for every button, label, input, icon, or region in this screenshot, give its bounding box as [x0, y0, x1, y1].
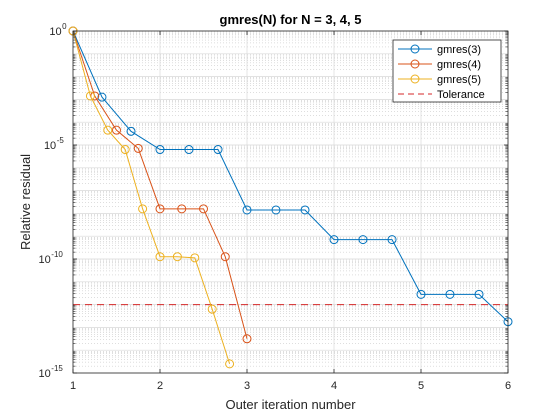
data-point: [474, 289, 484, 299]
data-point: [387, 235, 397, 245]
y-tick-label: 10 -10: [39, 250, 64, 266]
data-point: [207, 304, 217, 314]
y-tick-label: 10 0: [49, 22, 67, 38]
y-tick-label-exponent: -10: [51, 250, 63, 259]
data-point: [220, 252, 230, 262]
legend-label-gmres-3: gmres(3): [437, 44, 481, 56]
x-tick-label: 1: [70, 380, 76, 392]
data-point: [103, 125, 113, 135]
data-point: [213, 145, 223, 155]
y-tick-label-base: 10: [44, 140, 56, 152]
ticks: [72, 30, 509, 374]
data-point: [177, 204, 187, 214]
series-layer: [68, 26, 513, 369]
legend-label-tolerance: Tolerance: [437, 89, 485, 101]
y-tick-label-base: 10: [49, 26, 61, 38]
y-tick-label-base: 10: [39, 254, 51, 266]
x-tick-label: 2: [157, 380, 163, 392]
data-point: [112, 125, 121, 135]
grid: [72, 30, 509, 374]
x-tick-label: 4: [331, 380, 337, 392]
data-point: [155, 252, 165, 262]
data-point: [242, 334, 252, 344]
y-tick-label: 10 -5: [44, 136, 64, 152]
data-point: [126, 126, 136, 136]
legend-label-gmres-4: gmres(4): [437, 59, 481, 71]
data-point: [300, 205, 310, 215]
data-point: [190, 253, 200, 263]
data-point: [271, 205, 281, 215]
data-point: [199, 204, 208, 214]
y-tick-label-exponent: -5: [57, 136, 65, 145]
data-point: [138, 204, 148, 214]
data-point: [155, 204, 165, 214]
legend-entry-gmres-4: gmres(4): [398, 59, 481, 71]
legend-entry-gmres-5: gmres(5): [398, 74, 481, 86]
data-point: [225, 359, 235, 369]
y-tick-label: 10 -15: [39, 364, 64, 380]
data-point: [416, 289, 426, 299]
legend: gmres(3) gmres(4) gmres(5) Tolerance: [392, 39, 502, 103]
y-tick-label-exponent: 0: [62, 22, 67, 31]
data-point: [172, 252, 182, 262]
series-line: [72, 30, 231, 365]
data-point: [155, 145, 165, 155]
data-point: [85, 91, 95, 101]
x-axis-label: Outer iteration number: [225, 397, 356, 412]
chart-title: gmres(N) for N = 3, 4, 5: [220, 12, 362, 27]
data-point: [184, 145, 194, 155]
legend-entry-tolerance: Tolerance: [398, 89, 485, 101]
data-point: [120, 145, 130, 155]
data-point: [242, 205, 252, 215]
data-point: [358, 235, 368, 245]
series-gmres-5: [68, 26, 235, 369]
x-tick-label: 5: [418, 380, 424, 392]
series-line: [72, 30, 509, 323]
data-point: [329, 235, 339, 245]
axes-frame: [72, 30, 509, 374]
data-point: [97, 92, 107, 102]
y-axis-label: Relative residual: [18, 154, 33, 250]
x-tick-label: 3: [244, 380, 250, 392]
data-point: [445, 289, 455, 299]
y-tick-label-base: 10: [39, 368, 51, 380]
data-point: [133, 143, 143, 153]
legend-entry-gmres-3: gmres(3): [398, 44, 481, 56]
legend-label-gmres-5: gmres(5): [437, 74, 481, 86]
x-tick-label: 6: [505, 380, 511, 392]
y-tick-label-exponent: -15: [51, 364, 63, 373]
series-line: [72, 30, 248, 339]
